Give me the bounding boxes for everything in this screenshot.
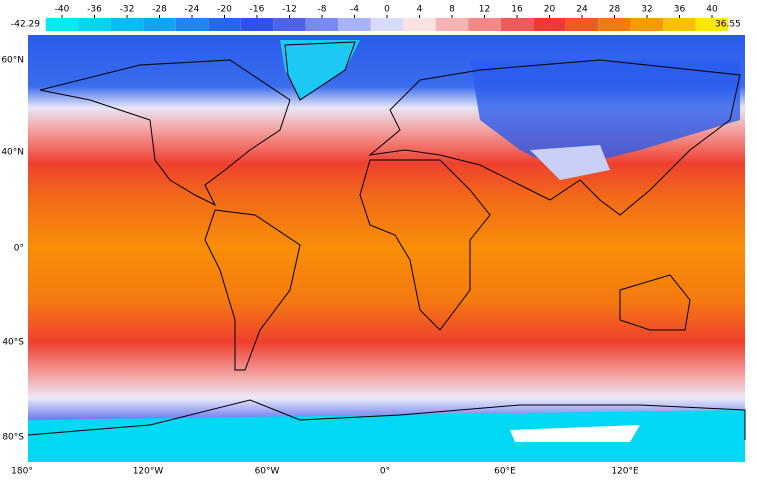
coastlines (27, 41, 746, 440)
colorbar-swatch (630, 18, 664, 31)
colorbar-tick-label: -24 (185, 5, 200, 15)
colorbar-swatch (403, 18, 436, 31)
siberia-cold (470, 60, 740, 170)
colorbar: -40 -36 -32 -28 -24 -20 -16 -12 -8 -4 0 4 8 12 16 20 24 2… (45, 5, 729, 31)
lon-labels: 180° 120°W 60°W 0° 60°E 120°E (11, 467, 639, 477)
lon-label: 120°E (611, 467, 639, 477)
lat-label: 80°S (2, 433, 24, 443)
lon-label: 60°E (494, 467, 516, 477)
colorbar-swatch (338, 18, 371, 31)
colorbar-swatch (45, 18, 79, 31)
colorbar-swatch (565, 18, 599, 31)
antarctica-cold (28, 410, 745, 462)
colorbar-tick-label: -12 (282, 5, 297, 15)
colorbar-tick-label: 8 (449, 5, 455, 15)
lat-label: 40°S (2, 338, 24, 348)
lon-label: 120°W (133, 467, 164, 477)
colorbar-tick-label: 32 (641, 5, 652, 15)
colorbar-swatch (468, 18, 501, 31)
lon-label: 60°W (255, 467, 280, 477)
colorbar-tick-label: -36 (87, 5, 102, 15)
colorbar-swatch (78, 18, 111, 31)
colorbar-tick-label: -32 (120, 5, 135, 15)
lat-label: 40°N (1, 148, 24, 158)
lon-label: 180° (11, 467, 33, 477)
colorbar-tick-label: 0 (384, 5, 390, 15)
colorbar-swatch (143, 18, 176, 31)
colorbar-tick-label: 36 (674, 5, 686, 15)
colorbar-tick-label: -28 (152, 5, 167, 15)
colorbar-swatch (110, 18, 144, 31)
colorbar-swatch (175, 18, 209, 31)
colorbar-tick-label: 20 (544, 5, 556, 15)
colorbar-tick-label: 4 (417, 5, 423, 15)
lon-label: 0° (380, 467, 390, 477)
lat-labels: 60°N 40°N 0° 40°S 80°S (1, 56, 24, 443)
colorbar-swatch (598, 18, 631, 31)
antarctic-plateau (510, 425, 640, 442)
colorbar-tick-label: -8 (318, 5, 327, 15)
colorbar-tick-label: -40 (55, 5, 70, 15)
colorbar-swatch (500, 18, 534, 31)
min-label: -42.29 (11, 20, 40, 30)
colorbar-swatch (370, 18, 404, 31)
colorbar-swatch (435, 18, 469, 31)
colorbar-tick-label: 40 (706, 5, 718, 15)
colorbar-swatch (305, 18, 339, 31)
colorbar-swatch (208, 18, 241, 31)
colorbar-swatch (695, 18, 729, 31)
colorbar-swatch (663, 18, 696, 31)
lat-label: 0° (14, 244, 24, 254)
colorbar-tick-label: 28 (609, 5, 621, 15)
colorbar-swatch (273, 18, 306, 31)
max-label: 36.55 (715, 20, 741, 30)
colorbar-tick-label: 16 (511, 5, 523, 15)
lat-label: 60°N (1, 56, 24, 66)
colorbar-swatch (240, 18, 274, 31)
tibet-cold (530, 145, 610, 180)
greenland-cold (280, 40, 360, 100)
colorbar-tick-label: -4 (350, 5, 359, 15)
colorbar-tick-label: -16 (250, 5, 265, 15)
colorbar-tick-label: 12 (479, 5, 490, 15)
colorbar-swatch (533, 18, 566, 31)
colorbar-tick-label: -20 (217, 5, 232, 15)
map (27, 35, 746, 462)
colorbar-tick-label: 24 (576, 5, 588, 15)
